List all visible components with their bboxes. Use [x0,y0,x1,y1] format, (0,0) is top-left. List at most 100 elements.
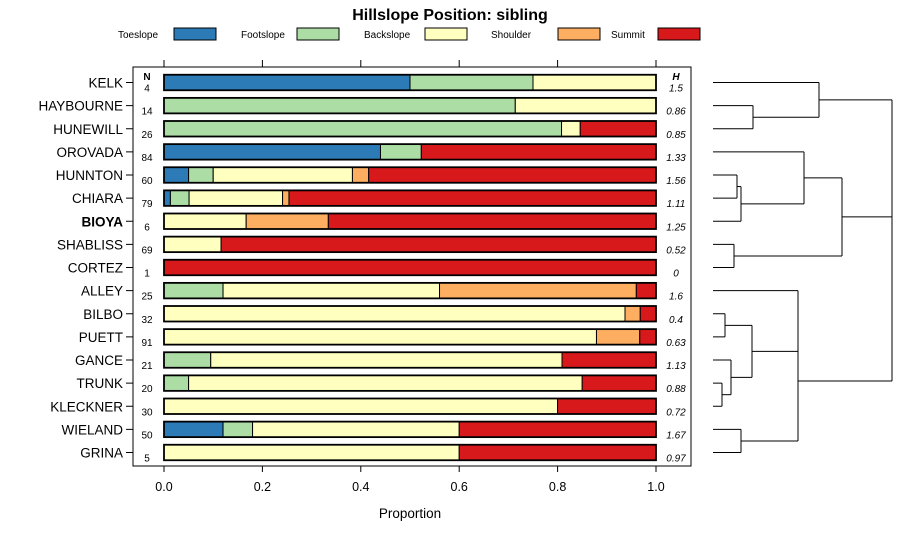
bar-segment-summit [639,305,657,322]
legend: Toeslope Footslope Backslope Shoulder Summit [118,27,701,41]
n-count-label: 4 [144,84,150,95]
bar-row-kleckner: KLECKNER 30 0.72 [50,397,686,418]
soil-name-label: CORTEZ [68,261,123,276]
bar-segment-footslope [163,374,190,392]
h-entropy-label: 0.63 [666,338,686,349]
x-tick-label: 0.6 [451,480,468,494]
bar-row-trunk: TRUNK 20 0.88 [77,374,686,395]
bar-outline [163,235,657,254]
bar-outline [163,96,657,115]
bar-segment-backslope [252,421,460,438]
h-entropy-label: 1.11 [667,199,686,210]
bar-row-grina: GRINA 5 0.97 [80,443,686,465]
h-entropy-label: 1.6 [669,292,683,303]
bar-segment-summit [639,328,657,346]
h-entropy-label: 1.25 [666,222,686,233]
bar-segment-backslope [222,282,441,299]
soil-name-label: CHIARA [72,191,123,206]
dendrogram [713,82,893,453]
bar-segment-summit [420,143,657,161]
bar-row-kelk: KELK 4 1.5 [88,73,683,95]
soil-name-label: ALLEY [81,284,123,299]
h-entropy-label: 0 [673,269,679,280]
bar-segment-summit [557,398,657,415]
bar-outline [163,73,657,92]
x-axis-title: Proportion [379,506,441,521]
bar-segment-summit [581,374,657,392]
x-tick-label: 1.0 [647,480,664,494]
bar-segment-shoulder [351,166,370,184]
bar-segment-backslope [163,305,626,322]
legend-swatch-summit [657,27,701,41]
bar-segment-backslope [163,213,247,230]
n-count-label: 69 [141,245,153,256]
bar-segment-backslope [188,374,583,392]
n-count-label: 26 [141,130,153,141]
bar-segment-backslope [163,398,559,415]
bar-outline [163,374,657,392]
bar-row-hunnton: HUNNTON 60 1.56 [56,166,686,187]
bar-segment-backslope [561,120,581,137]
soil-name-label: HUNNTON [56,168,123,183]
bar-segment-summit [561,351,657,369]
bar-segment-summit [220,236,657,253]
soil-name-label: WIELAND [61,422,123,437]
bar-row-hunewill: HUNEWILL 26 0.85 [53,120,686,141]
bar-segment-shoulder [595,328,641,346]
bar-segment-footslope [169,189,190,207]
plot-frame [132,66,692,467]
h-entropy-label: 1.13 [666,361,686,372]
n-count-label: 30 [141,407,153,418]
h-entropy-label: 0.85 [666,130,686,141]
bar-row-bilbo: BILBO 32 0.4 [83,305,683,326]
soil-name-label: KLECKNER [50,399,123,414]
bar-segment-summit [368,166,657,184]
n-count-label: 91 [141,338,153,349]
bar-segment-backslope [163,444,460,461]
h-entropy-label: 1.33 [666,153,686,164]
bar-segment-backslope [514,97,657,114]
bar-outline [163,328,657,346]
h-entropy-label: 0.97 [666,454,686,465]
legend-swatch-toeslope [173,27,217,41]
bar-segment-backslope [163,236,222,253]
n-header: N [143,72,150,83]
chart-title: Hillslope Position: sibling [352,7,548,24]
bar-segment-backslope [212,166,353,184]
n-count-label: 84 [141,153,153,164]
soil-name-label: HUNEWILL [53,122,123,137]
soil-name-label: BIOYA [81,214,123,229]
h-entropy-label: 0.88 [666,384,686,395]
bar-row-haybourne: HAYBOURNE 14 0.86 [38,96,686,118]
bar-outline [163,166,657,184]
bar-outline [163,143,657,161]
bar-segment-footslope [188,166,214,184]
n-count-label: 1 [144,269,150,280]
bar-segment-summit [458,444,657,461]
bar-rows: KELK 4 1.5 HAYBOURNE 14 0.86 HUNEWILL 26 0.85 ORO… [38,73,686,465]
bar-segment-backslope [188,189,284,207]
bar-segment-footslope [163,120,563,137]
bar-segment-shoulder [439,282,637,299]
h-header: H [672,72,680,83]
bar-segment-backslope [210,351,563,369]
bar-outline [163,189,657,207]
n-count-label: 5 [144,454,150,465]
bar-segment-footslope [163,97,516,114]
h-entropy-label: 0.72 [666,407,686,418]
bar-segment-toeslope [163,166,190,184]
bar-segment-backslope [532,74,657,91]
bar-segment-footslope [163,351,212,369]
n-count-label: 50 [141,430,153,441]
bar-segment-footslope [409,74,534,91]
soil-name-label: GANCE [75,353,123,368]
bar-row-gance: GANCE 21 1.13 [75,351,686,372]
legend-swatch-footslope [296,27,340,41]
bar-segment-toeslope [163,74,411,91]
h-entropy-label: 0.86 [666,107,686,118]
bar-outline [163,281,657,300]
x-tick-label: 0.8 [549,480,566,494]
soil-name-label: PUETT [79,330,123,345]
legend-swatch-shoulder [557,27,601,41]
